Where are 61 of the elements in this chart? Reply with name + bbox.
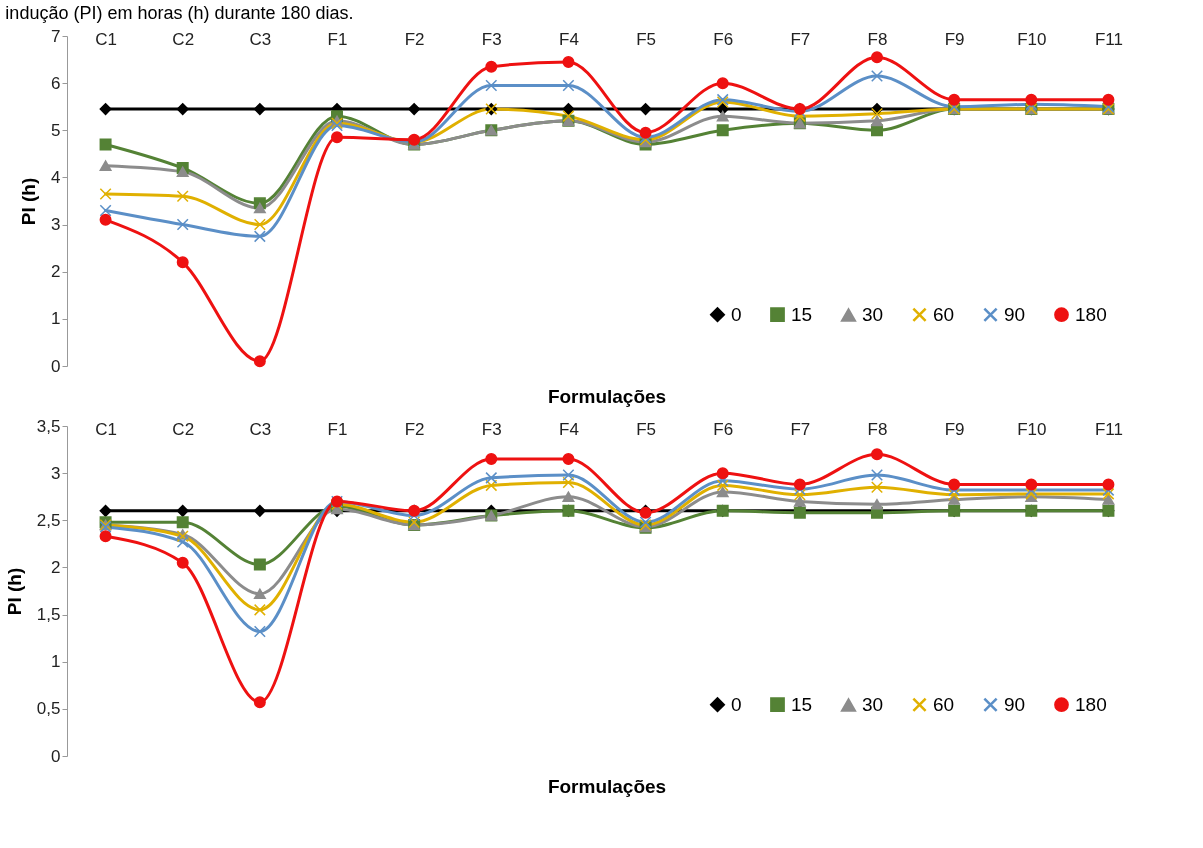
x-tick-label: F6	[713, 29, 734, 49]
x-tick-label: F9	[944, 419, 965, 439]
y-tick-label: 4	[51, 167, 61, 187]
y-tick-label: 0	[51, 356, 61, 376]
x-tick-label: C3	[249, 29, 272, 49]
x-tick-label: F5	[636, 29, 656, 49]
x-tick-label: F9	[944, 29, 965, 49]
x-tick-label: F7	[790, 419, 811, 439]
x-axis-title: Formulações	[547, 776, 667, 797]
x-tick-label: F8	[867, 29, 888, 49]
x-tick-label: F8	[867, 419, 888, 439]
legend-label: 90	[1004, 303, 1026, 325]
x-tick-label: F1	[327, 29, 348, 49]
legend-label: 30	[862, 304, 884, 326]
x-tick-label: F3	[481, 29, 502, 49]
legend-label: 30	[862, 694, 884, 716]
x-tick-label: F7	[790, 29, 811, 49]
x-tick-label: C1	[95, 29, 117, 49]
legend-label: 15	[791, 693, 813, 715]
x-tick-label: F2	[404, 29, 425, 49]
y-tick-label: 3	[51, 463, 61, 483]
legend-label: 180	[1075, 303, 1107, 325]
legend-label: 0	[731, 693, 742, 715]
legend-label: 15	[791, 303, 813, 325]
x-tick-label: F4	[559, 29, 579, 49]
x-tick-label: F1	[327, 419, 348, 439]
legend-label: 90	[1004, 693, 1026, 715]
chart-title: indução (PI) em horas (h) durante 180 dias.	[5, 3, 354, 23]
y-tick-label: 1	[51, 309, 61, 329]
y-tick-label: 5	[51, 120, 61, 140]
legend-label: 60	[933, 693, 955, 715]
y-tick-label: 0	[51, 746, 61, 766]
y-tick-label: 1,5	[36, 605, 61, 625]
x-tick-label: F5	[636, 419, 656, 439]
legend-label: 0	[731, 303, 742, 325]
x-tick-label: C1	[95, 419, 117, 439]
y-tick-label: 2	[51, 557, 61, 577]
y-tick-label: 1	[51, 652, 61, 672]
y-tick-label: 2	[51, 262, 61, 282]
y-tick-label: 3,5	[36, 416, 61, 436]
x-axis-title: Formulações	[547, 386, 667, 407]
x-tick-label: F10	[1017, 419, 1047, 439]
x-tick-label: F10	[1017, 29, 1047, 49]
x-tick-label: F11	[1094, 419, 1123, 439]
y-axis-title: PI (h)	[18, 177, 40, 226]
legend-label: 60	[933, 303, 955, 325]
x-tick-label: C3	[249, 419, 272, 439]
y-tick-label: 3	[51, 215, 61, 235]
y-tick-label: 0,5	[36, 699, 61, 719]
x-tick-label: C2	[172, 419, 195, 439]
x-tick-label: F2	[404, 419, 425, 439]
x-tick-label: F3	[481, 419, 502, 439]
x-tick-label: C2	[172, 29, 195, 49]
x-tick-label: F4	[559, 419, 579, 439]
y-tick-label: 7	[51, 26, 61, 46]
y-axis-title: PI (h)	[3, 567, 25, 616]
y-tick-label: 2,5	[36, 510, 61, 530]
legend-label: 180	[1075, 693, 1107, 715]
y-tick-label: 6	[51, 73, 61, 93]
x-tick-label: F11	[1094, 29, 1123, 49]
x-tick-label: F6	[713, 419, 734, 439]
